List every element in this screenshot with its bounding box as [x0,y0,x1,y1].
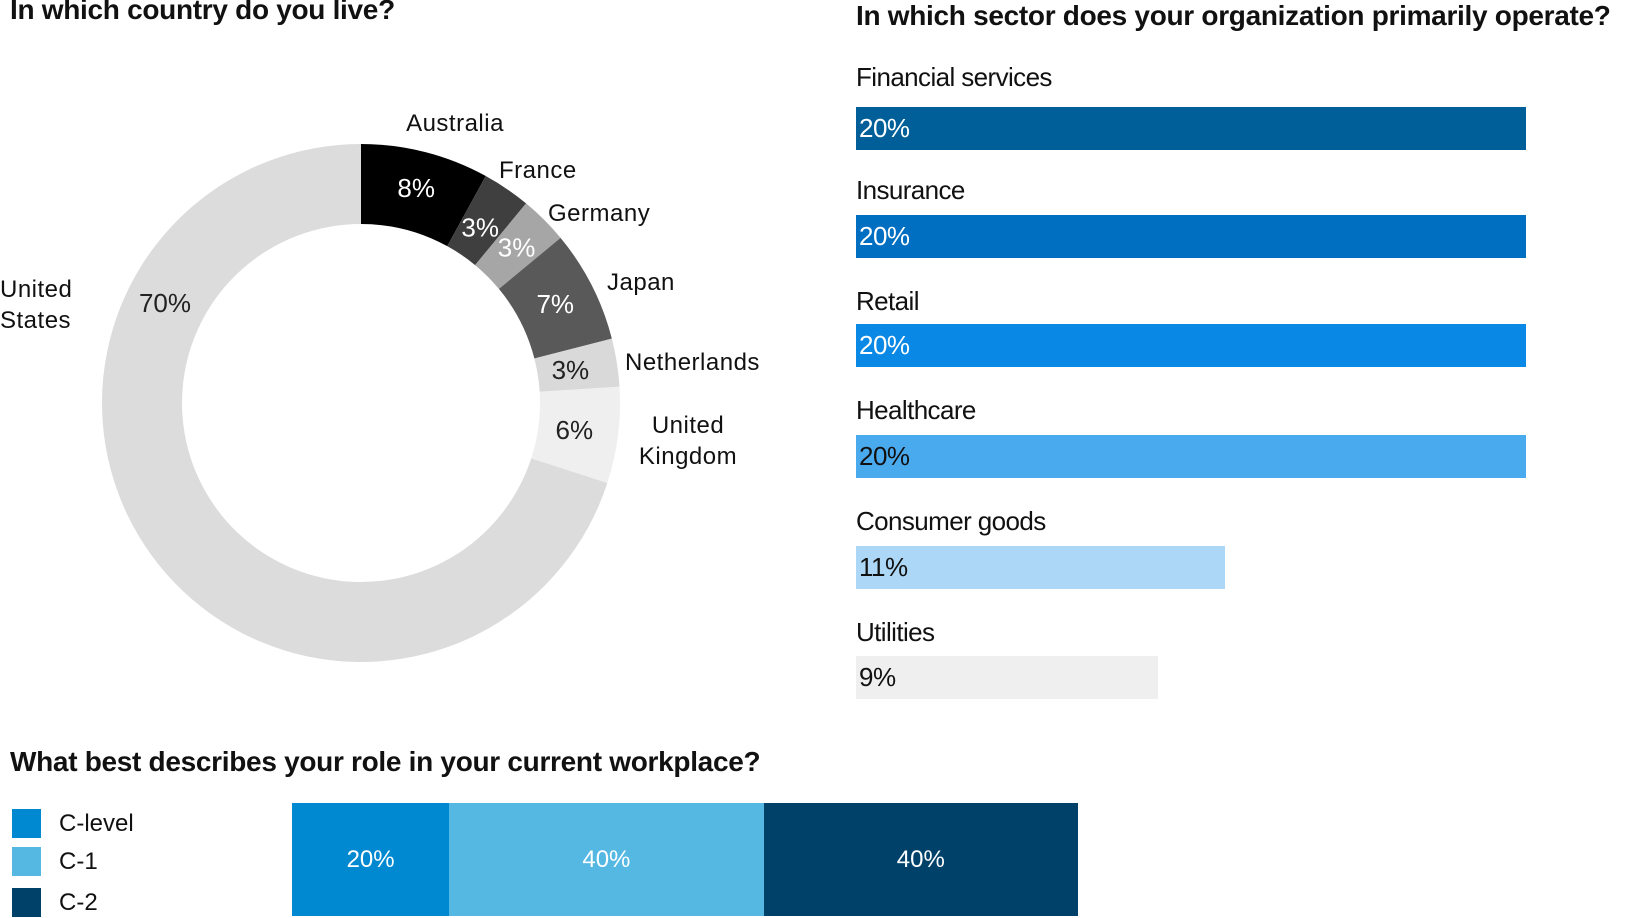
donut-slice-france [447,176,527,266]
donut-value-label: 7% [536,289,574,319]
sector-value-label: 11% [859,552,908,582]
legend-label: C-1 [59,848,98,875]
legend-swatch [12,809,41,838]
sector-bar: 20% [856,107,1526,150]
sector-value-label: 20% [859,441,910,471]
country-donut-chart: 8% Australia 3% France 3% Germany 7% Japan 3% Net… [0,110,760,663]
role-chart-title: What best describes your role in your cu… [10,746,761,777]
donut-category-label: United States [0,276,72,334]
donut-value-label: 6% [556,415,594,445]
sector-category-label: Utilities [856,617,935,647]
role-segment-c-level: 20% [292,803,450,916]
donut-category-label: Germany [548,200,650,227]
donut-value-label: 3% [498,232,536,262]
donut-slice-netherlands [534,338,620,392]
donut-category-label: France [499,157,577,184]
donut-value-label: 8% [397,173,435,203]
donut-value-label: 3% [552,355,590,385]
legend-swatch [12,888,41,917]
sector-value-label: 20% [859,330,910,360]
sector-category-label: Retail [856,286,919,316]
legend-swatch [12,847,41,876]
donut-slice-united-kingdom [531,386,620,484]
donut-slice-united-states [101,144,608,663]
sector-bar: 11% [856,546,1225,589]
sector-category-label: Insurance [856,175,965,205]
donut-category-label: Japan [607,269,675,296]
sector-bar: 20% [856,215,1526,258]
donut-category-label: Netherlands [625,349,760,376]
sector-bar: 9% [856,656,1158,699]
donut-slice-australia [361,144,486,247]
sector-chart-title: In which sector does your organization p… [856,0,1611,31]
legend-label: C-level [59,810,134,837]
donut-category-label: United Kingdom [639,412,737,470]
donut-value-label: 3% [461,213,499,243]
sector-category-label: Consumer goods [856,506,1046,536]
role-segment-c-2: 40% [763,803,1078,916]
sector-bar: 20% [856,435,1526,478]
role-segment-c-1: 40% [449,803,764,916]
donut-slice-japan [498,237,612,359]
donut-value-label: 70% [139,288,191,318]
donut-slice-germany [475,203,561,289]
sector-category-label: Financial services [856,62,1052,92]
sector-value-label: 20% [859,113,910,143]
sector-category-label: Healthcare [856,395,976,425]
sector-value-label: 20% [859,221,910,251]
donut-category-label: Australia [406,110,504,137]
sector-bar: 20% [856,324,1526,367]
legend-label: C-2 [59,889,98,916]
sector-value-label: 9% [859,662,896,692]
country-chart-title: In which country do you live? [10,0,395,25]
